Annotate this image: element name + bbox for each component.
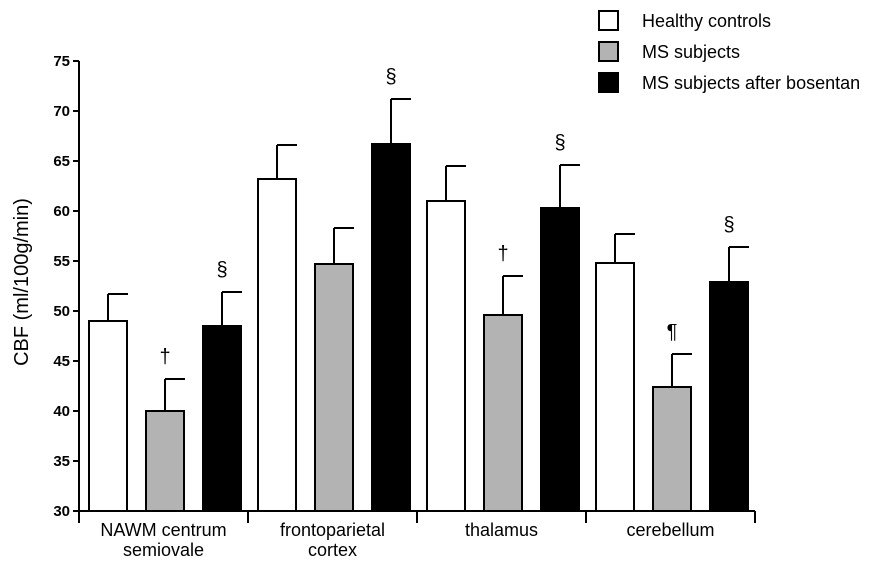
significance-marker: †: [159, 346, 170, 368]
axes: 30 35 40 45 50 55 60 65 70 75 CBF (ml/100g/min): [11, 53, 756, 523]
bar: [145, 410, 185, 512]
category-label: cortex: [308, 540, 357, 560]
bar: [652, 386, 692, 512]
legend-swatch: [598, 10, 619, 31]
significance-marker: §: [554, 132, 565, 154]
significance-marker: †: [497, 243, 508, 265]
legend-label: MS subjects after bosentan: [642, 73, 860, 93]
bar: [257, 178, 297, 512]
y-tick-label: 40: [53, 403, 70, 420]
bar: [540, 207, 580, 512]
category-label: frontoparietal: [280, 520, 385, 540]
bar: [314, 263, 354, 512]
y-tick-label: 45: [53, 353, 70, 370]
legend-label: MS subjects: [642, 42, 740, 62]
y-tick-label: 30: [53, 503, 70, 520]
bar: [88, 320, 128, 512]
y-tick-label: 55: [53, 253, 70, 270]
bar: [426, 200, 466, 512]
bar: [371, 143, 411, 512]
bar: [483, 314, 523, 512]
category-label: cerebellum: [626, 520, 714, 540]
legend-swatch: [598, 41, 619, 62]
y-axis-label: CBF (ml/100g/min): [11, 198, 33, 366]
bar: [202, 325, 242, 512]
category-label: NAWM centrum: [100, 520, 226, 540]
legend-label: Healthy controls: [642, 11, 771, 31]
significance-marker: §: [723, 214, 734, 236]
significance-marker: §: [385, 66, 396, 88]
bar: [595, 262, 635, 512]
y-tick-label: 75: [53, 53, 70, 70]
y-tick-label: 65: [53, 153, 70, 170]
y-tick-label: 70: [53, 103, 70, 120]
y-tick-label: 50: [53, 303, 70, 320]
y-tick-label: 60: [53, 203, 70, 220]
significance-marker: ¶: [667, 321, 678, 343]
category-label: semiovale: [123, 540, 204, 560]
bars: [88, 98, 749, 512]
bar: [709, 281, 749, 512]
legend: Healthy controls MS subjects MS subjects a…: [598, 10, 860, 93]
legend-swatch: [598, 72, 619, 93]
y-tick-label: 35: [53, 453, 70, 470]
significance-marker: §: [216, 259, 227, 281]
category-label: thalamus: [465, 520, 538, 540]
